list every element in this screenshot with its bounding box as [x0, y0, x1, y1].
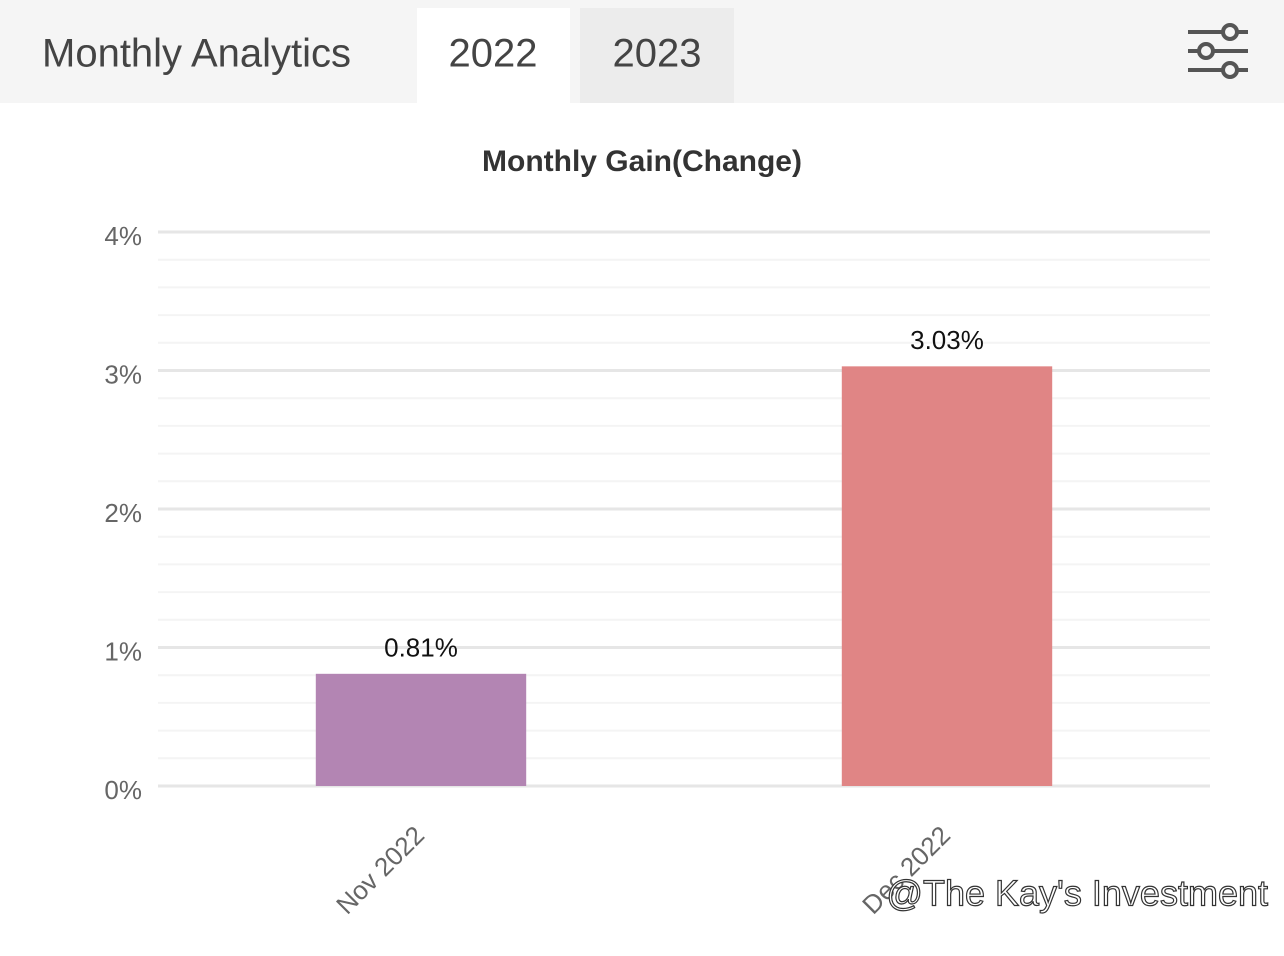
tab-label[interactable]: 2022 [449, 32, 538, 76]
y-tick-label: 1% [104, 636, 142, 666]
y-tick-label: 0% [104, 775, 142, 805]
y-tick-label: 2% [104, 498, 142, 528]
y-tick-label: 4% [104, 221, 142, 251]
tab-label[interactable]: 2023 [613, 32, 702, 76]
watermark: @The Kay's Investment [886, 873, 1268, 914]
tab-selected[interactable] [417, 8, 570, 103]
y-tick-label: 3% [104, 359, 142, 389]
x-tick-label: Nov 2022 [330, 820, 430, 920]
bar [315, 673, 527, 786]
chart-title: Monthly Gain(Change) [482, 145, 802, 178]
value-label: 3.03% [910, 325, 984, 355]
header-title: Monthly Analytics [42, 32, 351, 76]
filter-icon[interactable] [1188, 23, 1248, 79]
value-label: 0.81% [384, 633, 458, 663]
tab[interactable] [580, 8, 734, 103]
bar [841, 366, 1053, 786]
